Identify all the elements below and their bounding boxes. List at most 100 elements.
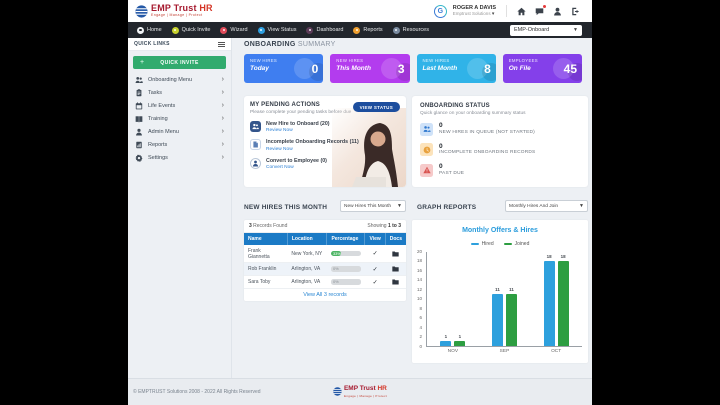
- legend-item-joined[interactable]: Joined: [503, 241, 529, 247]
- kpi-value: 8: [484, 61, 491, 76]
- bar-hired-nov[interactable]: 1: [440, 334, 452, 346]
- sidebar-item-onboarding-menu[interactable]: Onboarding Menu ›: [128, 73, 231, 86]
- sidebar-item-life-events[interactable]: Life Events ›: [128, 99, 231, 112]
- bar-joined-nov[interactable]: 1: [454, 334, 466, 346]
- sidebar-item-reports[interactable]: Reports ›: [128, 138, 231, 151]
- chevron-down-icon: ▾: [491, 11, 495, 18]
- sidebar-item-admin-menu[interactable]: Admin Menu ›: [128, 125, 231, 138]
- onboarding-status-list: 0 NEW HIRES IN QUEUE (NOT STARTED) 0 INCOMP…: [420, 122, 580, 177]
- cell-view[interactable]: ✓: [364, 262, 386, 276]
- chevron-right-icon: ›: [221, 128, 224, 135]
- status-value: 0: [439, 163, 443, 171]
- cell-docs[interactable]: [385, 262, 406, 276]
- page-title: ONBOARDING SUMMARY: [244, 41, 336, 48]
- y-axis-tick-label: 20: [416, 248, 422, 254]
- pending-action-link[interactable]: Convert Now: [266, 165, 294, 171]
- notification-badge: [542, 4, 546, 8]
- y-axis-tick-label: 8: [419, 305, 422, 311]
- y-axis-tick-label: 18: [416, 258, 422, 263]
- view-all-link[interactable]: View All 3 records: [303, 292, 347, 298]
- messages-icon[interactable]: [535, 4, 546, 16]
- quick-invite-button[interactable]: + QUICK INVITE: [133, 56, 226, 69]
- showing-range: Showing 1 to 3: [367, 223, 401, 229]
- bar-value-label: 11: [509, 286, 514, 292]
- column-header-docs[interactable]: Docs: [385, 233, 406, 245]
- decor-circle: [395, 63, 410, 81]
- nav-item-dashboard[interactable]: Dashboard: [301, 26, 348, 34]
- product-select[interactable]: EMP-Onboard ▼: [510, 24, 582, 36]
- profile-icon[interactable]: [553, 7, 562, 16]
- table-row: Sara Toby Arlington, VA 0% ✓: [244, 275, 406, 289]
- column-header-name[interactable]: Name: [244, 233, 288, 245]
- nav-item-resources[interactable]: Resources: [388, 26, 434, 34]
- plus-icon: +: [140, 59, 145, 66]
- kpi-card-last-month[interactable]: NEW HIRES Last Month 8: [416, 54, 496, 83]
- divider: [506, 5, 507, 17]
- y-axis-tick-label: 10: [416, 296, 422, 301]
- view-status-button[interactable]: VIEW STATUS: [352, 102, 400, 112]
- nav-item-view-status[interactable]: View Status: [253, 26, 302, 34]
- user-menu[interactable]: ROGER A DAVIS Emptrust Solutions ▾: [453, 5, 496, 18]
- view-check-icon[interactable]: ✓: [372, 266, 378, 273]
- cell-view[interactable]: ✓: [364, 275, 386, 289]
- bar-value-label: 11: [495, 286, 500, 292]
- main-navbar: Home Quick Invite Wizard View Status Dashboa…: [128, 22, 592, 38]
- new-hires-table: Name Location Percentage View Docs Frank Gia…: [244, 233, 406, 289]
- sidebar-item-training[interactable]: Training ›: [128, 112, 231, 125]
- cell-docs[interactable]: [385, 245, 406, 263]
- pending-action-link[interactable]: Review Now: [266, 146, 293, 152]
- emp-trust-logo[interactable]: EMP Trust HR Engage | Manage | Protect: [135, 4, 213, 18]
- footer-brand-name: EMP Trust HR: [343, 385, 387, 392]
- nav-item-quick-invite[interactable]: Quick Invite: [167, 26, 216, 34]
- column-header-view[interactable]: View: [364, 233, 386, 245]
- graph-reports-filter-select[interactable]: Monthly Hires And Join ▼: [505, 200, 588, 212]
- kpi-label: NEW HIRES: [250, 58, 278, 63]
- progress-label: 0%: [332, 266, 339, 272]
- pending-action-link[interactable]: Review Now: [266, 128, 293, 134]
- dashboard-icon: [306, 26, 314, 34]
- folder-icon[interactable]: [389, 251, 402, 257]
- wizard-icon: [220, 26, 228, 34]
- bar-joined-sep[interactable]: 11: [505, 287, 517, 346]
- sidebar-item-tasks[interactable]: Tasks ›: [128, 86, 231, 99]
- kpi-card-today[interactable]: NEW HIRES Today 0: [244, 54, 324, 83]
- legend-item-hired[interactable]: Hired: [470, 241, 494, 247]
- nav-item-wizard[interactable]: Wizard: [215, 26, 252, 34]
- new-hires-filter-select[interactable]: New Hires This Month ▼: [340, 200, 406, 212]
- column-header-location[interactable]: Location: [287, 233, 328, 245]
- kpi-card-this-month[interactable]: NEW HIRES This Month 3: [330, 54, 410, 83]
- home-icon[interactable]: [517, 7, 526, 16]
- globe-icon: [135, 4, 148, 18]
- kpi-card-on-file[interactable]: EMPLOYEES On File 45: [502, 54, 582, 83]
- company-avatar[interactable]: G: [433, 4, 447, 18]
- hamburger-icon[interactable]: [218, 41, 225, 47]
- column-header-percentage[interactable]: Percentage: [326, 233, 366, 245]
- cell-docs[interactable]: [385, 275, 406, 289]
- nav-item-reports[interactable]: Reports: [348, 26, 387, 34]
- legend-marker: [503, 242, 512, 246]
- view-check-icon[interactable]: ✓: [372, 279, 378, 286]
- bar-joined-oct[interactable]: 18: [557, 254, 569, 346]
- sidebar-item-label: Tasks: [148, 89, 163, 96]
- view-check-icon[interactable]: ✓: [372, 251, 378, 257]
- folder-icon[interactable]: [389, 279, 402, 285]
- folder-icon[interactable]: [389, 266, 402, 272]
- reports-icon: [353, 26, 361, 34]
- bar-hired-sep[interactable]: 11: [491, 287, 503, 346]
- nav-item-home[interactable]: Home: [132, 26, 167, 34]
- progress-bar: 33%: [330, 250, 361, 257]
- y-axis-tick-label: 6: [419, 315, 422, 320]
- cell-location: Arlington, VA: [287, 262, 327, 276]
- logout-icon[interactable]: [571, 7, 580, 16]
- cell-view[interactable]: ✓: [364, 245, 386, 263]
- chevron-right-icon: ›: [221, 76, 224, 83]
- decor-circle: [568, 63, 582, 81]
- chart-legend: Hired Joined: [412, 241, 588, 247]
- sidebar-item-settings[interactable]: Settings ›: [128, 151, 231, 164]
- nav-label: Reports: [363, 27, 383, 33]
- kpi-value: 3: [397, 61, 405, 76]
- bar-hired-oct[interactable]: 18: [543, 254, 555, 346]
- sidebar-item-label: Training: [148, 115, 168, 122]
- sidebar-menu: Onboarding Menu › Tasks › Life Events › Traini…: [128, 73, 231, 164]
